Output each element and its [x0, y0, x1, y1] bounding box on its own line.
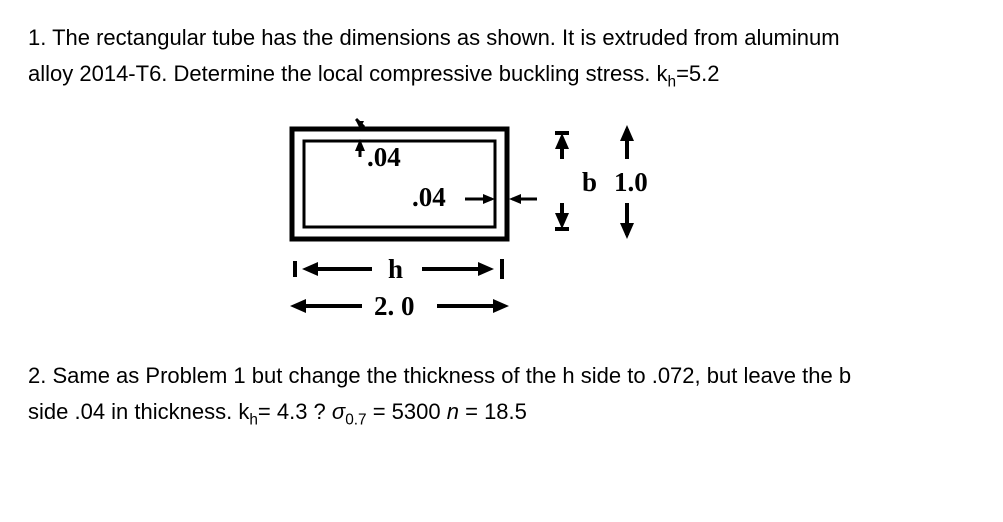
h10-bot-arrow — [620, 223, 634, 239]
problem-2-text: 2. Same as Problem 1 but change the thic… — [28, 358, 975, 431]
figure: .04 .04 b — [28, 111, 975, 336]
thickness-side-arrowhead-left — [509, 194, 521, 204]
b-value: 1.0 — [614, 167, 648, 197]
p2-line2a: side .04 in thickness. k — [28, 399, 249, 424]
h-label: h — [388, 254, 403, 284]
p1-sub-h: h — [668, 74, 677, 91]
b-top-arrowhead — [555, 133, 569, 149]
w20-left-arrow — [290, 299, 306, 313]
b-label: b — [582, 167, 597, 197]
p2-sigma: σ — [332, 399, 345, 424]
p1-line1: 1. The rectangular tube has the dimensio… — [28, 25, 840, 50]
thickness-top-label: .04 — [367, 142, 401, 172]
h10-top-arrow — [620, 125, 634, 141]
p2-sub1: h — [249, 411, 258, 428]
p1-line2b: =5.2 — [676, 61, 719, 86]
p1-line2a: alloy 2014-T6. Determine the local compr… — [28, 61, 668, 86]
w20-right-arrow — [493, 299, 509, 313]
p2-line2d: = 18.5 — [459, 399, 527, 424]
thickness-side-arrowhead — [483, 194, 495, 204]
p2-line1: 2. Same as Problem 1 but change the thic… — [28, 363, 851, 388]
b-bot-arrowhead — [555, 213, 569, 229]
h-left-arrow — [302, 262, 318, 276]
thickness-side-label: .04 — [412, 182, 446, 212]
p2-n: n — [447, 399, 459, 424]
p2-sub2: 0.7 — [345, 411, 366, 428]
tube-diagram: .04 .04 b — [262, 111, 742, 336]
h-right-arrow — [478, 262, 494, 276]
problem-1-text: 1. The rectangular tube has the dimensio… — [28, 20, 975, 93]
p2-line2b: = 4.3 ? — [258, 399, 332, 424]
h-value: 2. 0 — [374, 291, 415, 321]
p2-line2c: = 5300 — [367, 399, 447, 424]
